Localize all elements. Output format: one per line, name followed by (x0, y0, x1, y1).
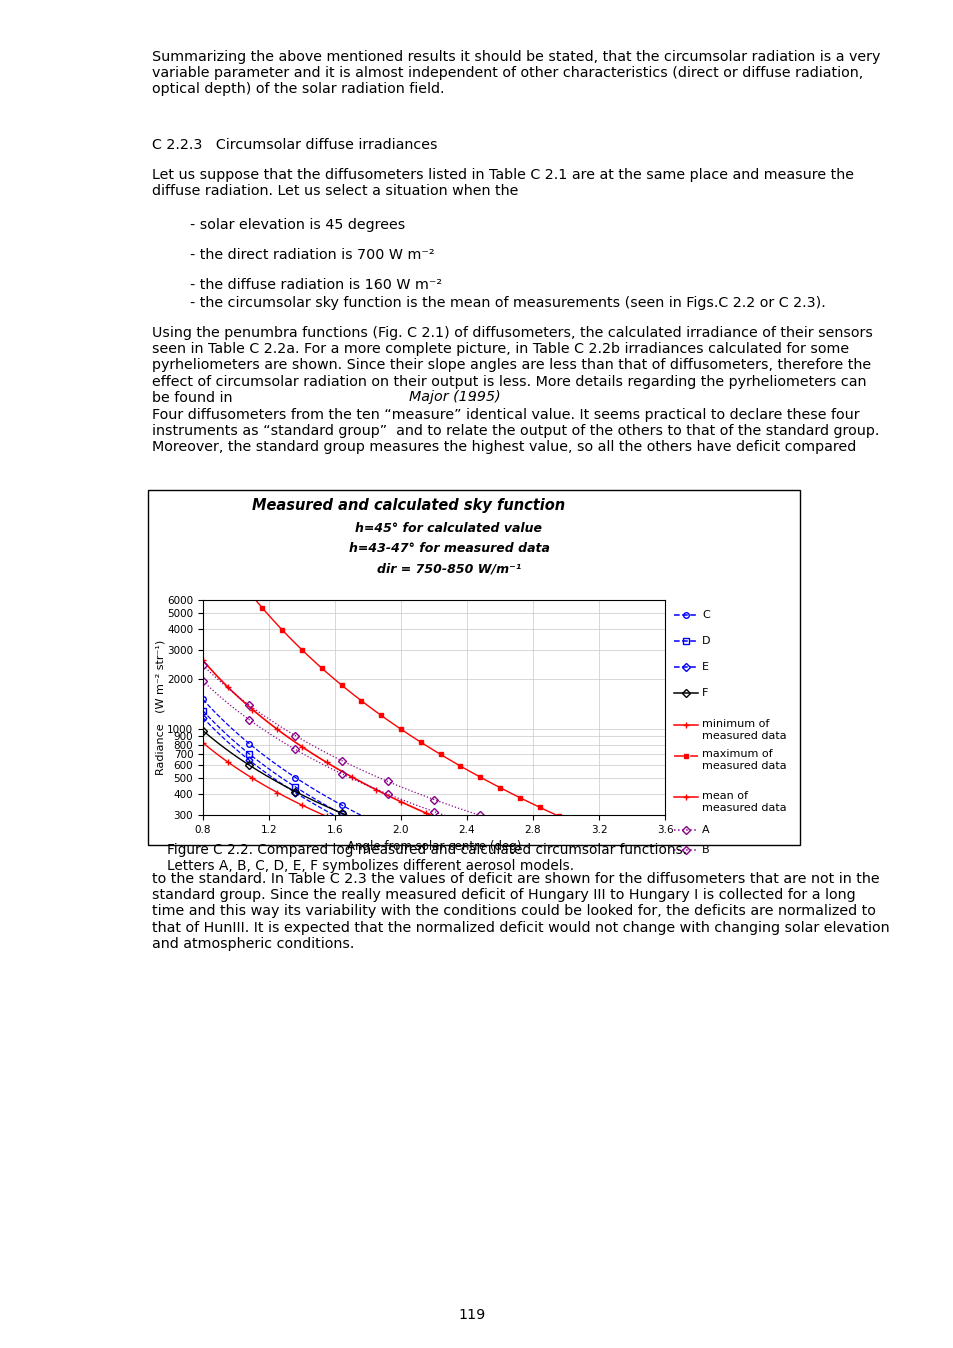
Text: h=43-47° for measured data: h=43-47° for measured data (348, 542, 549, 555)
Text: C 2.2.3   Circumsolar diffuse irradiances: C 2.2.3 Circumsolar diffuse irradiances (152, 137, 437, 152)
Text: mean of: mean of (701, 791, 747, 801)
Y-axis label: Radiance   (W m⁻² str⁻¹): Radiance (W m⁻² str⁻¹) (155, 640, 166, 775)
Text: 119: 119 (457, 1308, 485, 1322)
Text: C: C (701, 611, 709, 620)
Text: F: F (701, 687, 708, 698)
Bar (148, 491, 800, 845)
Text: Major (1995): Major (1995) (409, 390, 500, 404)
Text: minimum of: minimum of (701, 718, 768, 729)
X-axis label: Angle from solar centre (deg): Angle from solar centre (deg) (347, 840, 520, 853)
Text: to the standard. In Table C 2.3 the values of deficit are shown for the diffusom: to the standard. In Table C 2.3 the valu… (152, 872, 889, 950)
Text: - the circumsolar sky function is the mean of measurements (seen in Figs.C 2.2 o: - the circumsolar sky function is the me… (190, 297, 825, 310)
Text: h=45° for calculated value: h=45° for calculated value (355, 522, 542, 535)
Text: - the diffuse radiation is 160 W m⁻²: - the diffuse radiation is 160 W m⁻² (190, 278, 441, 293)
Text: maximum of: maximum of (701, 749, 772, 759)
Text: measured data: measured data (701, 762, 786, 771)
Text: measured data: measured data (701, 803, 786, 813)
Text: Four diffusometers from the ten “measure” identical value. It seems practical to: Four diffusometers from the ten “measure… (152, 408, 879, 454)
Text: - the direct radiation is 700 W m⁻²: - the direct radiation is 700 W m⁻² (190, 248, 435, 262)
Text: Measured and calculated sky function: Measured and calculated sky function (253, 497, 565, 514)
Text: Figure C 2.2. Compared log measured and calculated circumsolar functions.
Letter: Figure C 2.2. Compared log measured and … (167, 842, 686, 874)
Text: D: D (701, 636, 710, 646)
Text: Summarizing the above mentioned results it should be stated, that the circumsola: Summarizing the above mentioned results … (152, 50, 880, 97)
Text: Let us suppose that the diffusometers listed in Table C 2.1 are at the same plac: Let us suppose that the diffusometers li… (152, 168, 853, 198)
Text: .: . (472, 390, 476, 404)
Text: - solar elevation is 45 degrees: - solar elevation is 45 degrees (190, 218, 405, 232)
Text: measured data: measured data (701, 731, 786, 740)
Text: B: B (701, 845, 709, 855)
Text: Using the penumbra functions (Fig. C 2.1) of diffusometers, the calculated irrad: Using the penumbra functions (Fig. C 2.1… (152, 326, 872, 404)
Text: dir = 750-850 W/m⁻¹: dir = 750-850 W/m⁻¹ (376, 562, 520, 576)
Text: E: E (701, 662, 708, 673)
Text: A: A (701, 825, 709, 834)
